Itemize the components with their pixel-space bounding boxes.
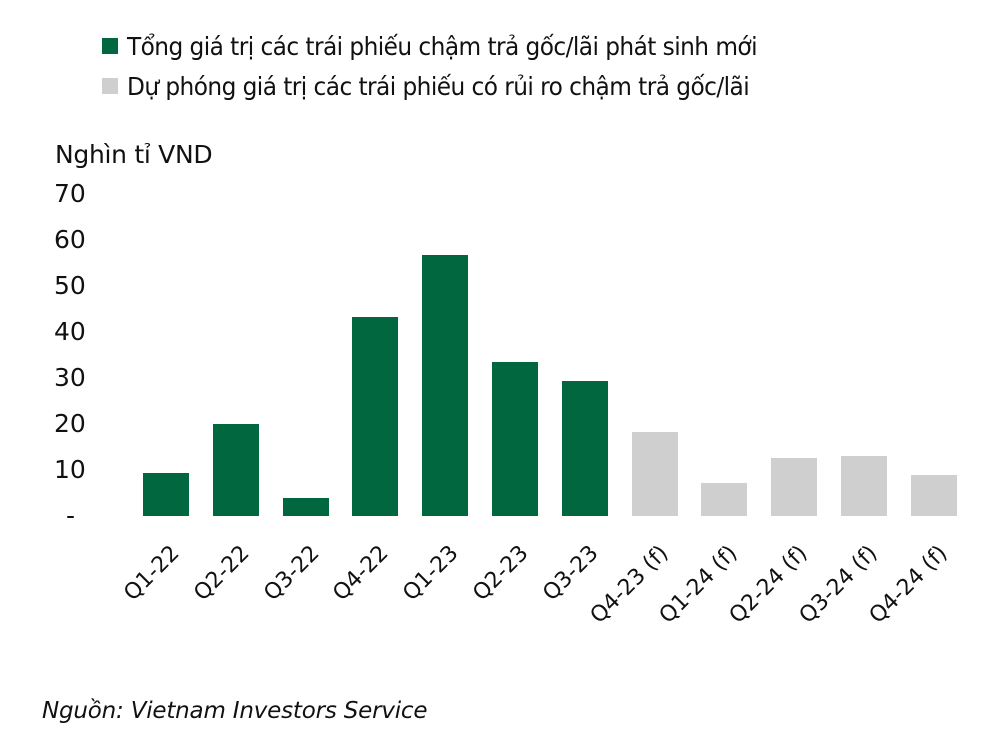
bar-actual [422, 255, 469, 516]
bar-actual [282, 498, 329, 516]
legend-swatch-forecast [102, 78, 118, 94]
bar-forecast [631, 431, 678, 516]
y-tick-label: - [66, 501, 76, 530]
bar-actual [212, 424, 259, 516]
legend-label-forecast: Dự phóng giá trị các trái phiếu có rủi r… [127, 71, 750, 101]
x-tick-label: Q3-22 [258, 540, 325, 607]
y-axis-title: Nghìn tỉ VND [55, 140, 213, 169]
y-tick-label: 70 [54, 179, 86, 208]
source-note: Nguồn: Vietnam Investors Service [42, 698, 428, 724]
x-tick-label: Q1-24 (f) [655, 540, 743, 629]
bar-forecast [701, 482, 748, 516]
x-tick-label: Q2-22 [189, 540, 255, 607]
legend-swatch-actual [102, 38, 118, 54]
x-tick-label: Q2-23 [468, 540, 534, 607]
y-tick-label: 40 [54, 317, 86, 346]
bar-forecast [771, 458, 818, 516]
x-tick-label: Q2-24 (f) [724, 540, 813, 629]
x-tick-label: Q3-24 (f) [794, 540, 883, 629]
bar-actual [352, 316, 399, 516]
x-tick-label: Q1-23 [398, 540, 464, 607]
chart-legend: Tổng giá trị các trái phiếu chậm trả gốc… [102, 26, 804, 106]
x-tick-label: Q4-22 [328, 540, 394, 607]
y-tick-label: 50 [54, 271, 86, 300]
y-tick-label: 60 [54, 225, 86, 254]
x-tick-label: Q3-23 [538, 540, 604, 607]
y-tick-label: 20 [54, 409, 86, 438]
bar-actual [143, 473, 189, 516]
bar-forecast [910, 475, 957, 516]
bar-actual [561, 381, 608, 516]
y-tick-label: 10 [54, 455, 86, 484]
x-tick-label: Q1-22 [119, 540, 185, 607]
legend-item-forecast: Dự phóng giá trị các trái phiếu có rủi r… [102, 66, 804, 106]
legend-label-actual: Tổng giá trị các trái phiếu chậm trả gốc… [127, 31, 758, 61]
bar-actual [492, 361, 538, 516]
y-tick-label: 30 [54, 363, 86, 392]
x-tick-label: Q4-23 (f) [585, 540, 674, 629]
bar-forecast [841, 456, 887, 516]
x-tick-label: Q4-24 (f) [864, 540, 953, 629]
legend-item-actual: Tổng giá trị các trái phiếu chậm trả gốc… [102, 26, 804, 66]
